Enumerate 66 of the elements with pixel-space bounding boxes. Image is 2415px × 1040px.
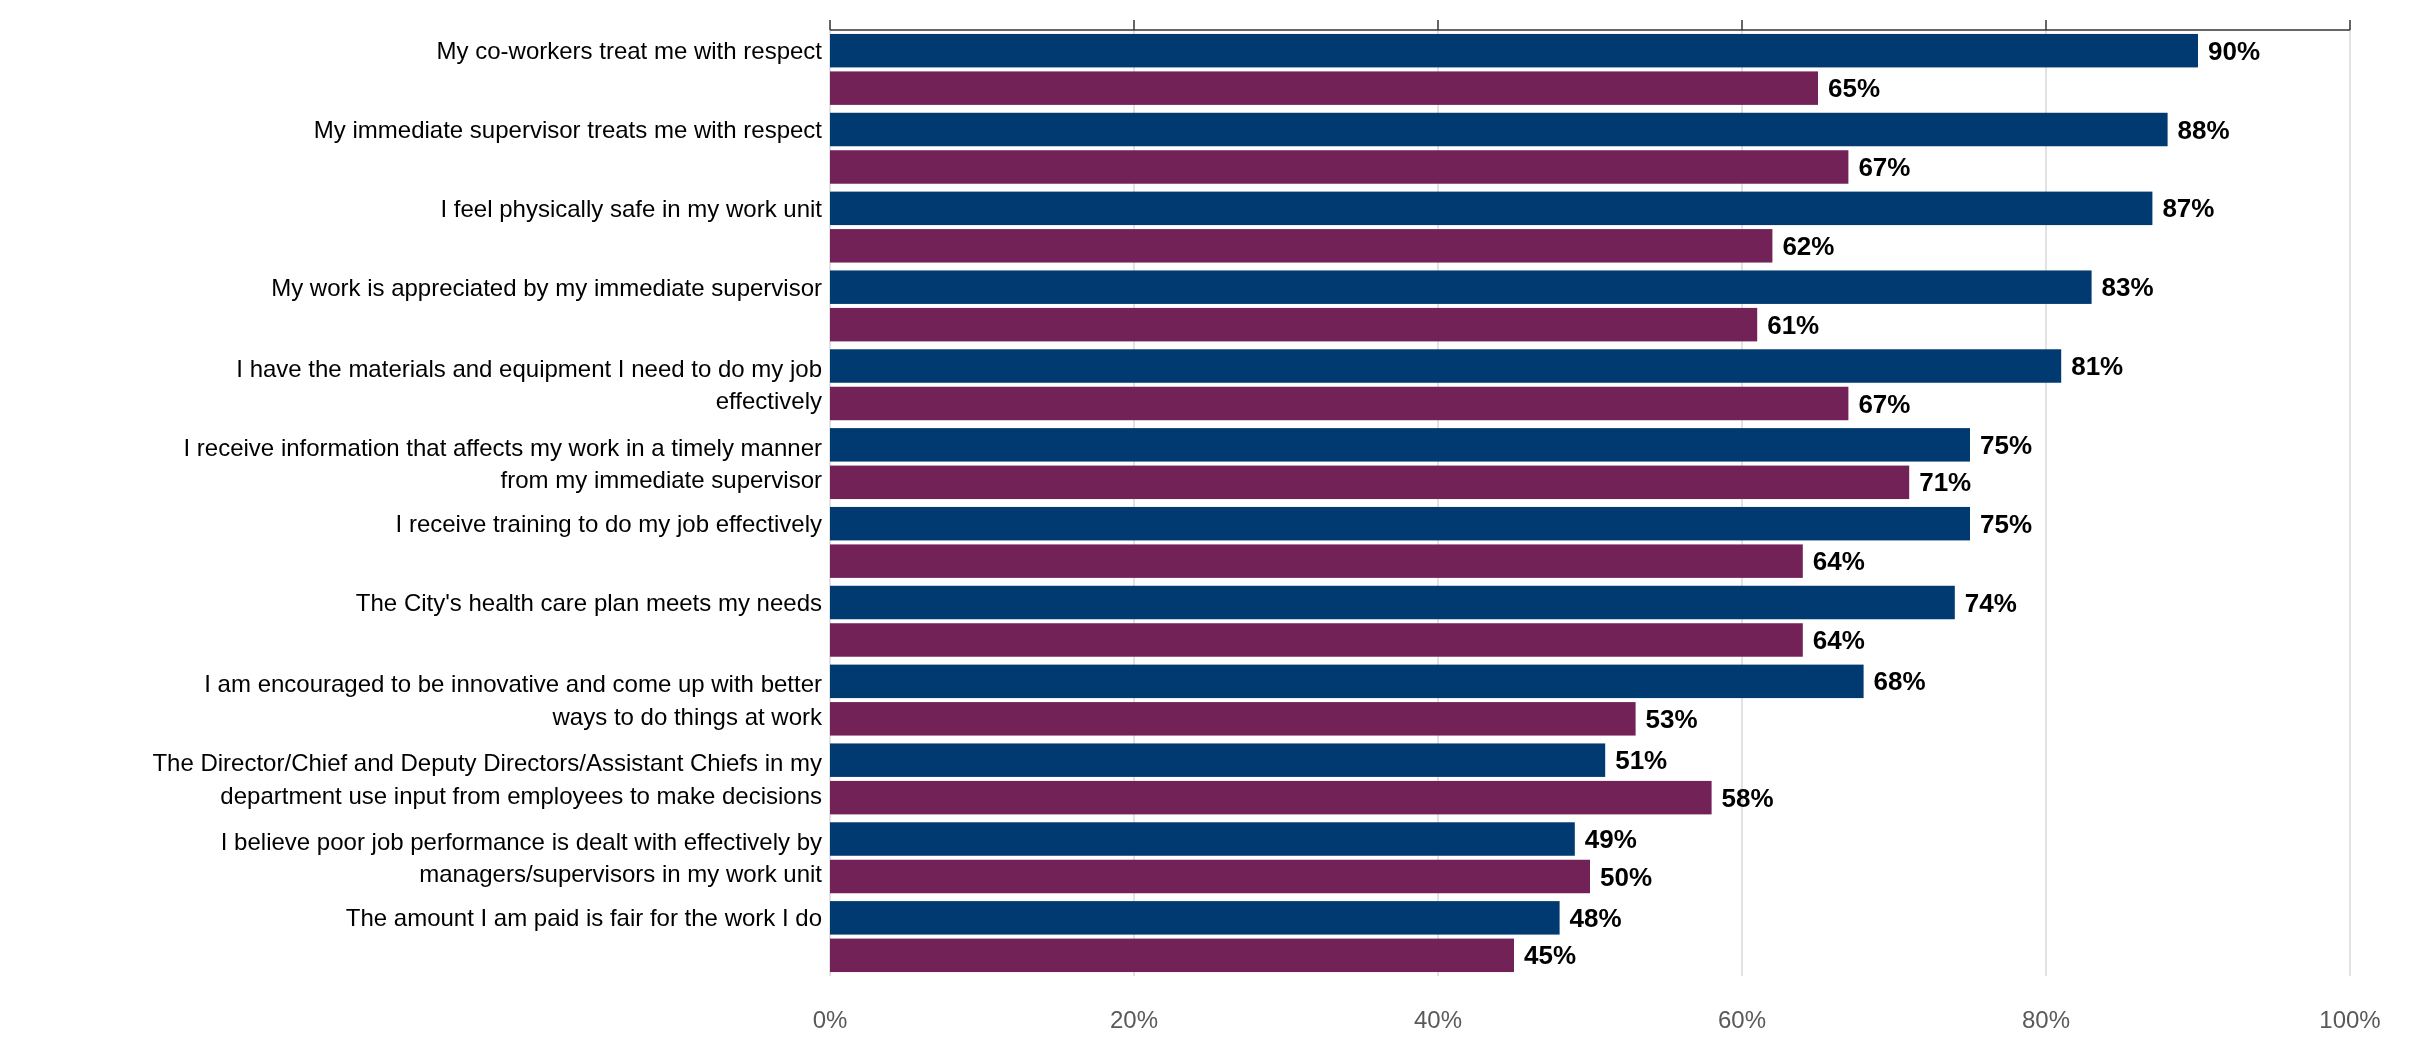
x-tick-label: 20% xyxy=(1109,1006,1159,1033)
data-label: 68% xyxy=(1873,666,1926,697)
y-tick-label: I receive training to do my job effectively xyxy=(395,510,822,538)
bar xyxy=(830,349,2062,383)
bar xyxy=(830,307,1758,342)
y-tick-label: The Director/Chief and Deputy Directors/Assistant Chiefs in my department use input from employees to make decisions xyxy=(152,749,822,809)
data-label: 87% xyxy=(2162,193,2215,224)
x-tick-label: 80% xyxy=(2021,1006,2071,1033)
bar xyxy=(830,465,1910,500)
bar xyxy=(830,270,2092,304)
bar xyxy=(830,780,1712,815)
bar xyxy=(830,428,1970,462)
bar xyxy=(830,623,1803,657)
data-label: 75% xyxy=(1980,508,2033,539)
bar xyxy=(830,585,1955,620)
data-label: 81% xyxy=(2071,351,2124,382)
data-label: 50% xyxy=(1600,861,1653,892)
data-label: 51% xyxy=(1615,745,1668,776)
bar xyxy=(830,33,2198,68)
y-tick-label: The City's health care plan meets my needs xyxy=(355,588,822,616)
bar xyxy=(830,71,1818,105)
bar xyxy=(830,664,1864,699)
data-label: 62% xyxy=(1782,230,1835,261)
data-label: 49% xyxy=(1584,824,1637,855)
bar xyxy=(830,859,1590,894)
data-label: 67% xyxy=(1858,152,1911,183)
bar xyxy=(830,544,1803,578)
bar xyxy=(830,229,1773,263)
bar xyxy=(830,702,1636,736)
data-label: 65% xyxy=(1828,73,1881,104)
y-tick-label: I have the materials and equipment I need to do my job effectively xyxy=(236,354,822,415)
y-tick-label: I receive information that affects my work in a timely manner from my immediate supervisor xyxy=(183,433,822,494)
y-tick-label: I am encouraged to be innovative and come up with better ways to do things at work xyxy=(204,670,823,730)
data-label: 90% xyxy=(2208,35,2261,66)
bar xyxy=(830,743,1606,777)
data-label: 58% xyxy=(1721,782,1774,813)
bar xyxy=(830,386,1849,421)
data-label: 71% xyxy=(1919,467,1972,498)
bar xyxy=(830,150,1849,184)
data-label: 64% xyxy=(1812,546,1865,577)
data-label: 45% xyxy=(1524,940,1577,971)
data-label: 53% xyxy=(1645,703,1698,734)
x-tick-label: 60% xyxy=(1717,1006,1767,1033)
bar xyxy=(830,191,2153,226)
y-tick-label: The amount I am paid is fair for the work I do xyxy=(345,904,822,932)
x-tick-label: 0% xyxy=(812,1006,848,1033)
y-tick-label: My immediate supervisor treats me with respect xyxy=(313,115,823,143)
bar xyxy=(830,112,2168,147)
bar xyxy=(830,822,1575,856)
y-tick-label: I feel physically safe in my work unit xyxy=(440,194,823,222)
data-label: 88% xyxy=(2177,114,2230,145)
x-tick-label: 100% xyxy=(2319,1006,2381,1033)
data-label: 74% xyxy=(1964,587,2017,618)
y-tick-label: I believe poor job performance is dealt with effectively by managers/supervisors in my work unit xyxy=(220,827,823,888)
data-label: 61% xyxy=(1767,309,1820,340)
data-label: 75% xyxy=(1980,429,2033,460)
y-tick-label: My work is appreciated by my immediate supervisor xyxy=(271,273,822,301)
x-tick-label: 40% xyxy=(1413,1006,1463,1033)
bar xyxy=(830,938,1514,973)
bar xyxy=(830,901,1560,935)
data-label: 83% xyxy=(2101,272,2154,303)
data-label: 64% xyxy=(1812,625,1865,656)
data-label: 67% xyxy=(1858,388,1911,419)
data-label: 48% xyxy=(1569,902,1622,933)
y-tick-label: My co-workers treat me with respect xyxy=(436,37,823,65)
bar xyxy=(830,506,1970,541)
